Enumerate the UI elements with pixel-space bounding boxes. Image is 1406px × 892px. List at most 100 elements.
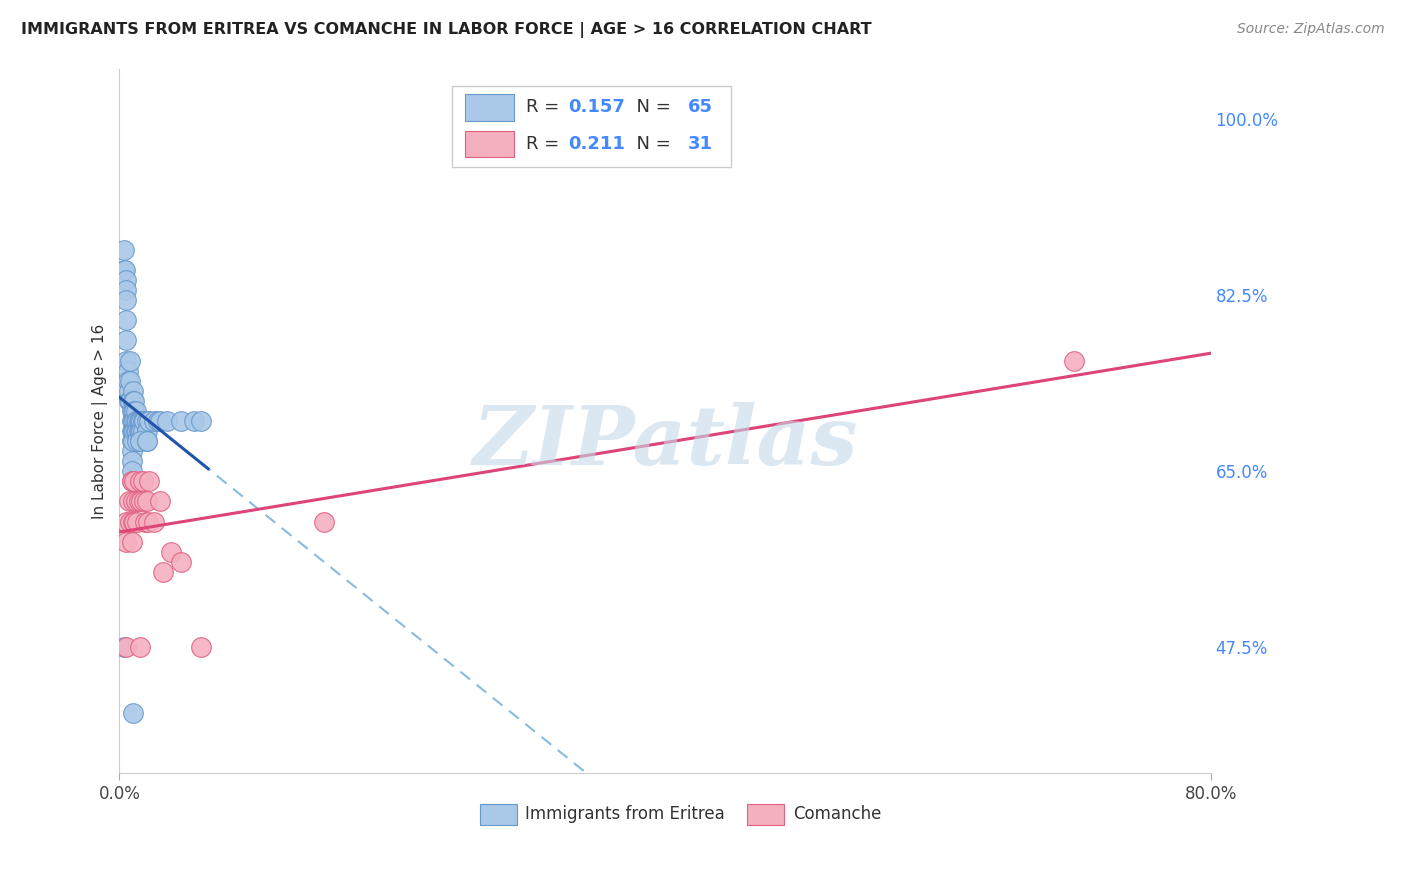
FancyBboxPatch shape [465,130,515,157]
Point [129,494,152,508]
Text: R =: R = [526,98,565,116]
Point [120,374,142,388]
Point [124,414,146,428]
Point [117,363,139,377]
Point [115,534,138,549]
Point [134,515,156,529]
Point [115,334,138,348]
Point [138,475,160,489]
Point [135,494,157,508]
Point [129,475,152,489]
Text: N =: N = [624,98,676,116]
Point [146,414,169,428]
Point [1063,353,1085,368]
Point [129,424,152,438]
Point [138,414,160,428]
Point [114,263,136,277]
Point [115,313,138,327]
Point [122,393,145,408]
Point [125,424,148,438]
Point [125,494,148,508]
Point [128,424,150,438]
Point [122,706,145,720]
FancyBboxPatch shape [453,87,731,167]
Point [125,414,148,428]
Point [112,243,135,257]
Y-axis label: In Labor Force | Age > 16: In Labor Force | Age > 16 [93,323,108,518]
Text: Source: ZipAtlas.com: Source: ZipAtlas.com [1237,22,1385,37]
Point [129,414,152,428]
Point [115,273,138,287]
Text: 0.157: 0.157 [568,98,624,116]
Point [120,515,142,529]
Point [124,515,146,529]
Point [128,414,150,428]
Point [115,353,138,368]
Point [121,475,143,489]
Text: Immigrants from Eritrea: Immigrants from Eritrea [526,805,725,823]
Point [135,434,157,448]
Point [156,414,179,428]
Text: IMMIGRANTS FROM ERITREA VS COMANCHE IN LABOR FORCE | AGE > 16 CORRELATION CHART: IMMIGRANTS FROM ERITREA VS COMANCHE IN L… [21,22,872,38]
Point [127,434,149,448]
Point [121,444,143,458]
Point [170,414,193,428]
Text: R =: R = [526,135,565,153]
Point [124,475,146,489]
Point [127,515,149,529]
Point [136,515,159,529]
Point [131,414,153,428]
Point [118,384,141,398]
Point [135,434,157,448]
Point [135,424,157,438]
Point [129,434,152,448]
Point [183,414,205,428]
Point [125,404,148,418]
Point [149,494,172,508]
Point [152,565,174,579]
Point [122,414,145,428]
Point [117,374,139,388]
Point [121,534,143,549]
Point [312,515,335,529]
Point [129,640,152,655]
Point [112,263,135,277]
Point [121,424,143,438]
Point [160,545,183,559]
Text: Comanche: Comanche [793,805,882,823]
Text: N =: N = [624,135,676,153]
Point [120,353,142,368]
Point [121,454,143,468]
Point [115,293,138,307]
Point [121,475,143,489]
Point [124,404,146,418]
FancyBboxPatch shape [747,804,785,825]
Point [131,475,153,489]
Point [122,434,145,448]
Point [122,384,145,398]
Point [142,414,165,428]
Point [115,515,138,529]
Point [132,494,155,508]
Point [129,424,152,438]
Point [149,414,172,428]
Point [121,464,143,478]
Point [122,424,145,438]
Point [121,404,143,418]
FancyBboxPatch shape [465,94,515,120]
Point [128,494,150,508]
Point [115,283,138,297]
Point [112,640,135,655]
Point [127,424,149,438]
Point [118,494,141,508]
Text: ZIPatlas: ZIPatlas [472,402,858,482]
Text: 31: 31 [688,135,713,153]
Point [120,393,142,408]
Point [118,393,141,408]
Text: 0.211: 0.211 [568,135,624,153]
FancyBboxPatch shape [479,804,516,825]
Text: 65: 65 [688,98,713,116]
Point [129,414,152,428]
Point [127,414,149,428]
Point [135,414,157,428]
